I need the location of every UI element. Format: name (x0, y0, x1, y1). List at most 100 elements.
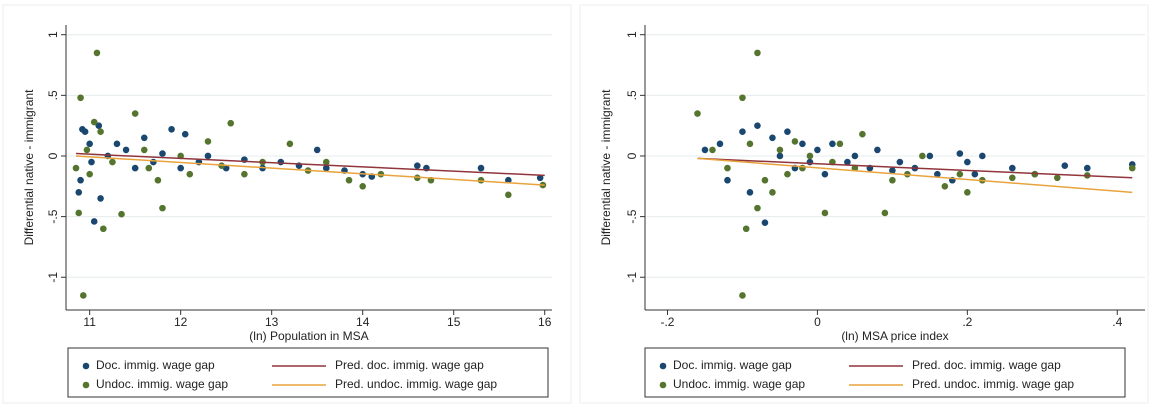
panel-frame (2, 4, 572, 404)
x-axis-title: (ln) Population in MSA (249, 329, 368, 343)
point (836, 140, 844, 148)
point (168, 125, 175, 133)
point (159, 204, 166, 212)
point (536, 174, 544, 182)
legend-box (67, 347, 549, 398)
point (122, 146, 130, 154)
legend-marker (82, 362, 90, 370)
point (806, 152, 814, 160)
legend-label: Doc. immig. wage gap (96, 358, 215, 372)
point (724, 164, 731, 172)
point (79, 292, 87, 299)
point (95, 122, 103, 129)
legend-label: Pred. doc. immig. wage gap (335, 358, 484, 372)
point (118, 210, 125, 218)
x-tick-label: 11 (83, 315, 96, 329)
point (754, 122, 761, 129)
legend-label: Undoc. immig. wage gap (96, 377, 228, 391)
point (791, 138, 799, 145)
point (926, 152, 934, 160)
point (86, 170, 93, 178)
point (941, 182, 949, 190)
x-tick-label: .2 (962, 315, 972, 329)
x-tick-label: .4 (1112, 315, 1122, 329)
point (784, 170, 791, 178)
point (414, 162, 421, 169)
point (806, 158, 814, 166)
legend-marker (659, 362, 667, 370)
panel: -1 -.5 0 .5 1 -.2 0 .2 .4 (ln) MSA price index Dif… (579, 4, 1149, 404)
legend-box (644, 347, 1126, 398)
point (874, 146, 881, 154)
x-tick-label: -.2 (660, 315, 674, 329)
point (739, 128, 746, 136)
y-axis-title: Differential native - immigrant (599, 89, 613, 246)
point (75, 189, 83, 196)
point (97, 128, 104, 136)
point (964, 158, 971, 166)
point (177, 164, 184, 172)
point (934, 170, 941, 178)
point (851, 152, 859, 160)
point (90, 218, 98, 225)
point (477, 164, 485, 172)
point (100, 225, 107, 233)
point (90, 118, 98, 126)
fit-line (697, 157, 1133, 194)
point (227, 119, 235, 127)
point (859, 130, 866, 138)
x-tick-label: 13 (265, 315, 279, 329)
point (322, 164, 330, 172)
point (821, 170, 829, 178)
point (140, 134, 148, 142)
point (746, 140, 754, 148)
y-tick-label: 0 (625, 152, 639, 159)
legend-label: Undoc. immig. wage gap (673, 377, 805, 391)
legend-label: Pred. undoc. immig. wage gap (912, 377, 1074, 391)
point (75, 209, 83, 217)
x-tick-label: 15 (447, 315, 461, 329)
point (784, 128, 791, 136)
point (881, 209, 889, 217)
point (701, 146, 709, 154)
point (77, 94, 84, 102)
point (889, 167, 896, 174)
point (769, 134, 776, 142)
point (113, 140, 121, 148)
point (746, 189, 754, 196)
point (204, 138, 212, 145)
y-tick-label: -.5 (46, 209, 60, 223)
point (186, 170, 194, 178)
y-tick-label: 1 (625, 31, 639, 38)
point (345, 176, 353, 184)
point (754, 49, 761, 57)
legend-marker (82, 381, 90, 389)
fit-line (697, 157, 1133, 179)
point (742, 225, 750, 233)
point (754, 204, 761, 212)
point (72, 164, 80, 172)
y-axis-title: Differential native - immigrant (22, 89, 36, 246)
fit-line (75, 152, 545, 177)
point (1061, 162, 1069, 169)
point (709, 146, 716, 154)
y-tick-label: 1 (46, 31, 60, 38)
point (505, 191, 512, 199)
y-tick-label: -1 (46, 272, 60, 283)
panel-frame (579, 4, 1149, 404)
point (131, 110, 139, 117)
fit-line (75, 155, 545, 186)
point (1083, 164, 1091, 172)
point (919, 152, 926, 160)
y-tick-label: .5 (625, 90, 639, 100)
point (1009, 174, 1016, 182)
x-axis-title: (ln) MSA price index (841, 329, 948, 343)
point (761, 176, 769, 184)
point (286, 140, 294, 148)
y-tick-label: -.5 (625, 209, 639, 223)
point (964, 189, 971, 196)
point (1053, 174, 1061, 182)
point (761, 219, 769, 226)
